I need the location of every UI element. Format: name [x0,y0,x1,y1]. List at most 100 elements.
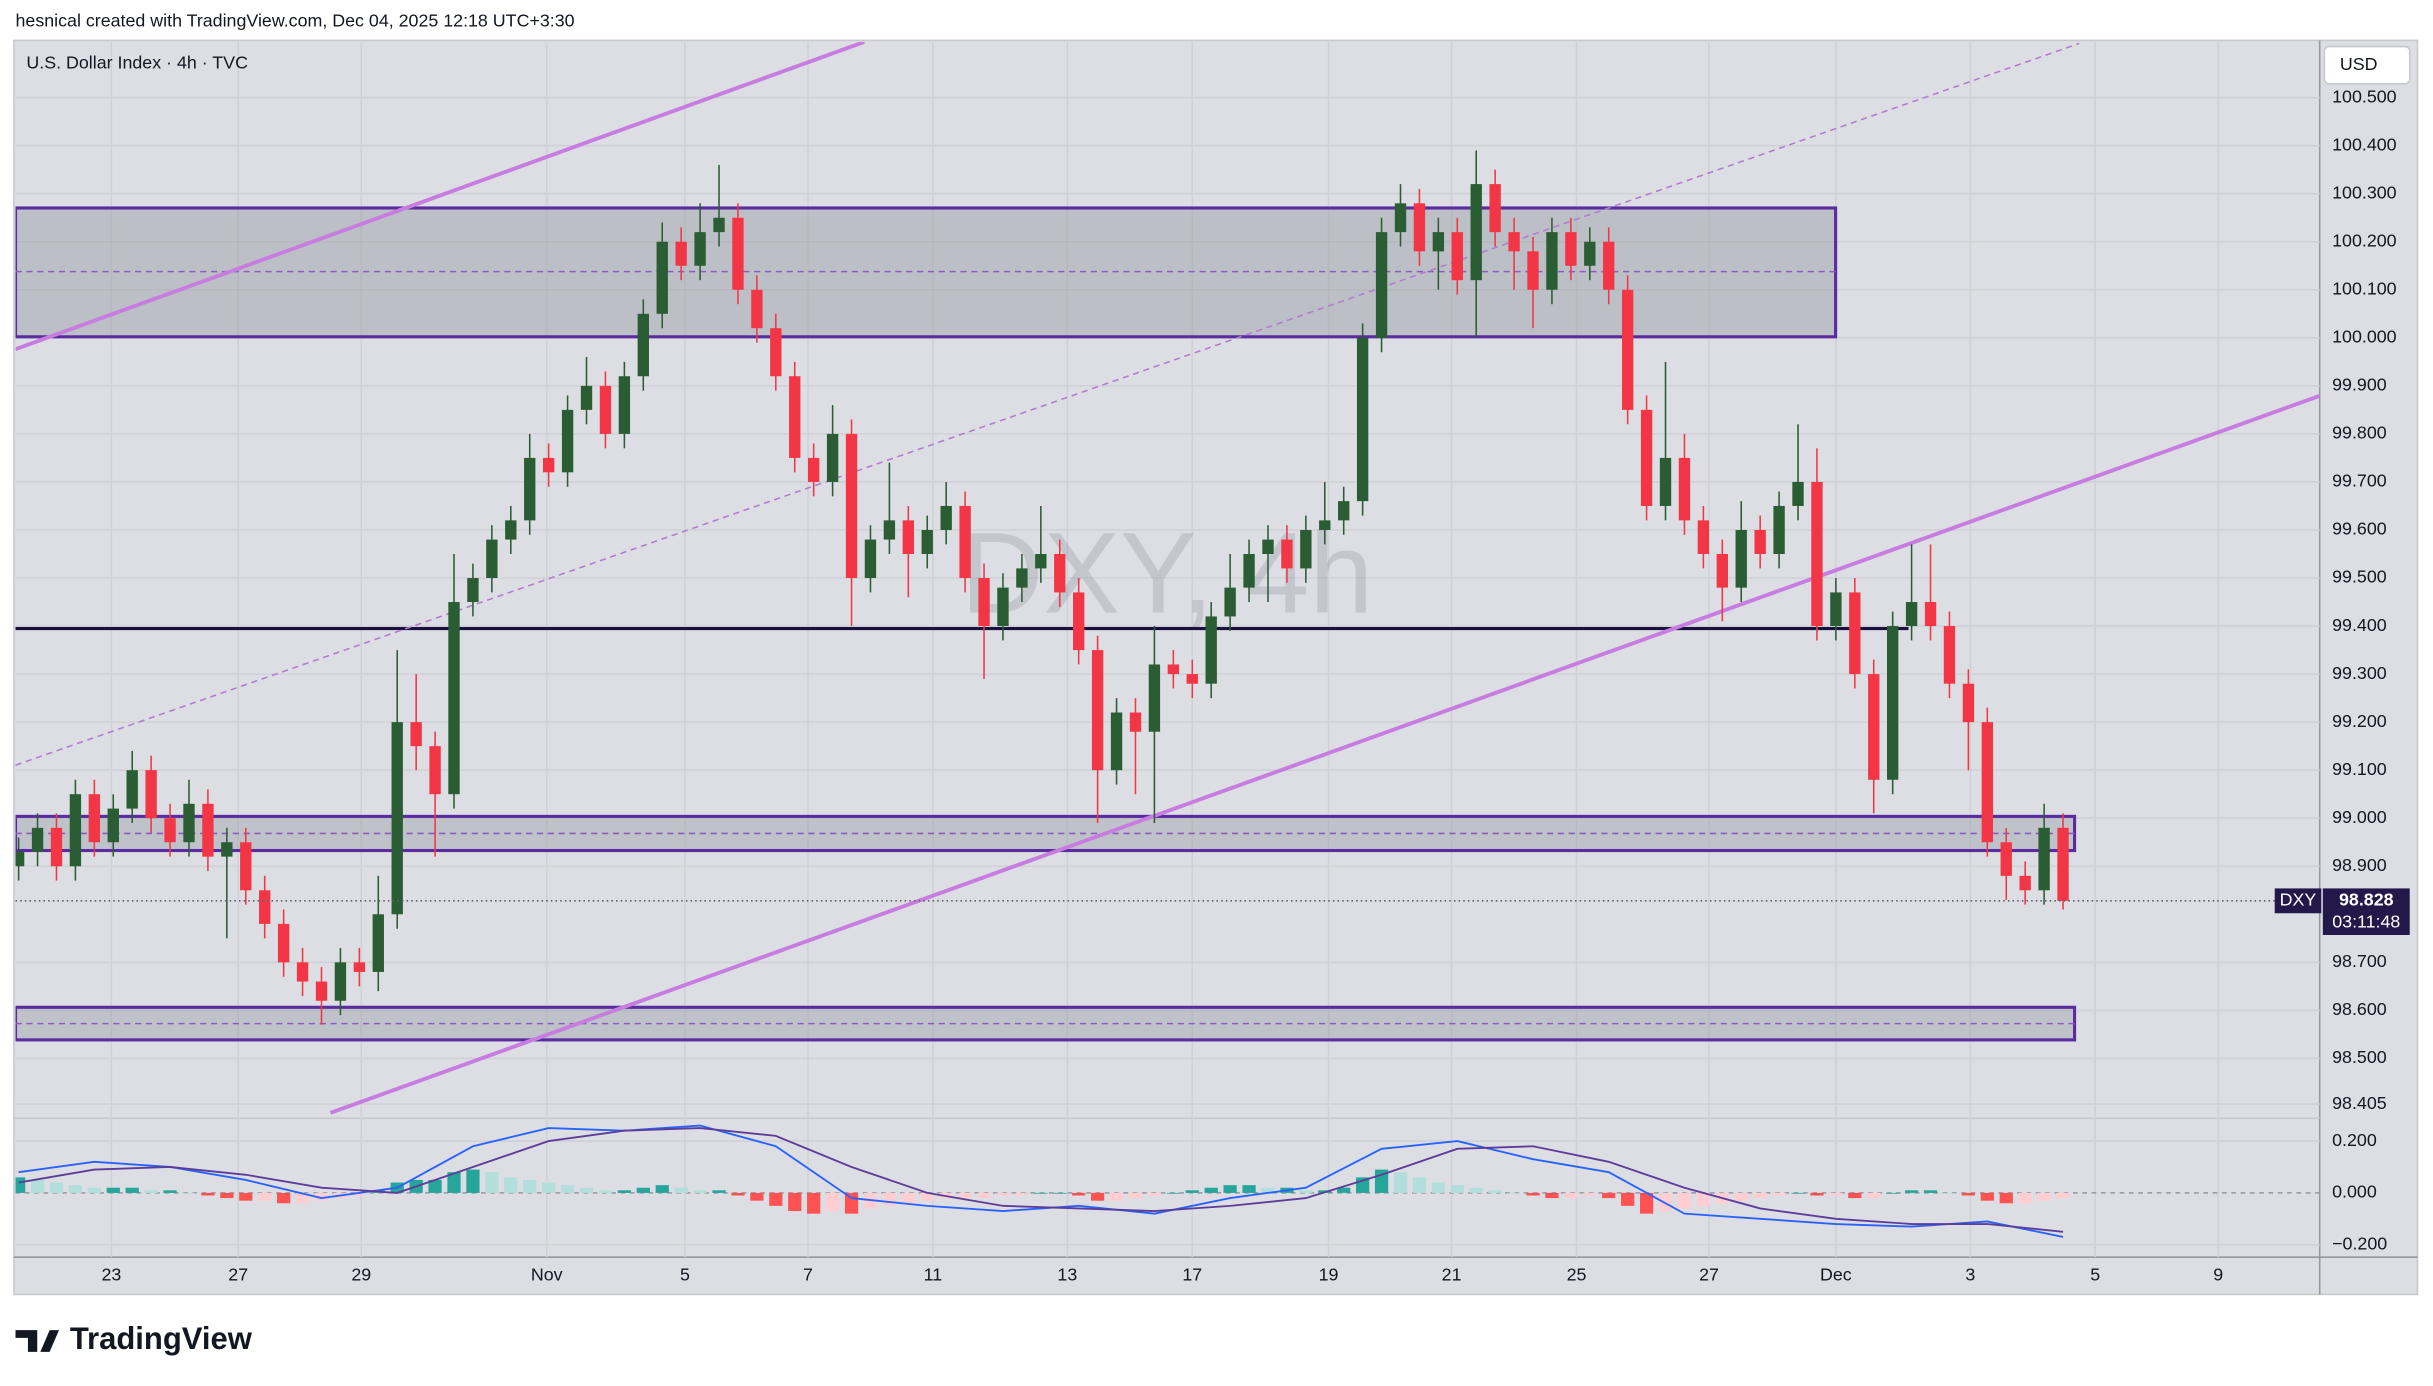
candle-body [1792,481,1804,506]
candle-body [1697,520,1710,554]
macd-histogram-bar [1337,1187,1351,1193]
x-tick-label: 5 [2090,1265,2100,1285]
candle-body [599,385,612,434]
candles [15,150,2069,1025]
macd-histogram-bar [15,1177,26,1193]
candle-body [1016,568,1028,588]
macd-histogram-bar [295,1192,310,1204]
candle-body [69,794,82,867]
y-tick-label: 99.600 [2332,519,2387,539]
x-tick-label: Dec [1820,1265,1852,1285]
candle-body [1205,616,1217,684]
candle-body [1281,539,1293,569]
candle-body [410,722,422,747]
candle-body [1943,626,1956,684]
candle-body [429,746,441,795]
macd-histogram-bar [1412,1177,1427,1193]
candle-body [2000,842,2012,876]
macd-histogram-bar [1753,1192,1767,1199]
y-tick-label: 100.000 [2332,327,2397,347]
candle-body [1565,232,1577,266]
candle-body [1129,712,1142,732]
macd-histogram-bar [655,1185,669,1193]
macd-histogram-bar [352,1192,366,1196]
candle-body [883,520,896,540]
currency-box[interactable] [2323,45,2411,85]
candle-body [789,376,801,458]
macd-histogram-bar [1242,1185,1256,1193]
macd-histogram-bar [2018,1192,2032,1204]
macd-histogram-bar [977,1192,991,1199]
y-tick-label: 0.200 [2332,1130,2377,1150]
macd-histogram-bar [1431,1182,1445,1193]
macd-histogram-bar [485,1172,499,1193]
candle-body [1470,184,1482,281]
macd-histogram-bar [1980,1192,1994,1201]
symbol-title: U.S. Dollar Index · 4h · TVC [26,52,248,72]
candle-body [959,505,971,579]
macd-histogram-bar [750,1192,764,1201]
macd-histogram-bar [1848,1192,1862,1199]
macd-histogram-bar [49,1182,64,1193]
macd-histogram-bar [920,1192,934,1201]
candle-body [1413,203,1426,252]
macd-histogram-bar [1261,1187,1275,1193]
countdown: 03:11:48 [2332,911,2400,931]
y-tick-label: 0.000 [2332,1182,2377,1202]
macd-histogram-bar [1053,1192,1067,1194]
macd-histogram-bar [1696,1192,1710,1206]
macd-histogram-bar [769,1192,783,1206]
macd-histogram-bar [958,1192,972,1199]
y-tick-label: 98.405 [2332,1093,2387,1113]
candle-body [31,827,44,852]
x-tick-label: 29 [351,1265,371,1285]
candle-body [1527,251,1539,290]
y-tick-label: 99.800 [2332,423,2387,443]
candle-body [296,962,309,982]
candle-body [145,770,157,819]
macd-histogram-bar [807,1192,821,1214]
candle-body [1811,481,1823,627]
x-tick-label: Nov [531,1265,563,1285]
y-tick-label: 99.100 [2332,759,2387,779]
candle-body [902,520,915,554]
macd-histogram-bar [542,1182,556,1193]
y-tick-label: 98.700 [2332,951,2387,971]
macd-histogram-bar [1507,1192,1521,1194]
macd-histogram-bar [1147,1192,1162,1196]
candle-body [921,529,933,554]
candle-body [50,827,63,867]
candle-body [467,578,479,603]
y-tick-label: 100.400 [2332,134,2397,154]
candle-body [107,808,119,843]
candle-body [1262,539,1274,554]
candle-body [1962,683,1975,723]
candle-body [126,770,138,809]
candle-body [334,962,347,1001]
x-tick-label: 7 [803,1265,813,1285]
candle-body [694,232,706,266]
candle-body [940,505,952,530]
macd-histogram-bar [1999,1192,2013,1204]
candle-body [1603,241,1615,290]
y-tick-label: 99.700 [2332,471,2387,491]
macd-histogram-bar [466,1169,480,1193]
macd-histogram-bar [1810,1192,1824,1196]
macd-histogram-bar [1829,1192,1843,1196]
macd-histogram-bar [674,1187,688,1193]
candle-body [1451,232,1463,281]
x-tick-label: 25 [1567,1265,1587,1285]
candle-body [448,602,460,795]
attribution: hesnical created with TradingView.com, D… [16,10,575,30]
candle-body [1773,505,1785,554]
candle-body [2038,827,2050,891]
candle-body [826,433,839,482]
macd-histogram-bar [163,1190,177,1193]
candle-body [1375,232,1388,338]
candle-body [770,328,782,377]
y-tick-label: 100.500 [2332,86,2397,106]
macd-histogram-bar [1488,1190,1502,1193]
macd-histogram-bar [1904,1190,1919,1193]
